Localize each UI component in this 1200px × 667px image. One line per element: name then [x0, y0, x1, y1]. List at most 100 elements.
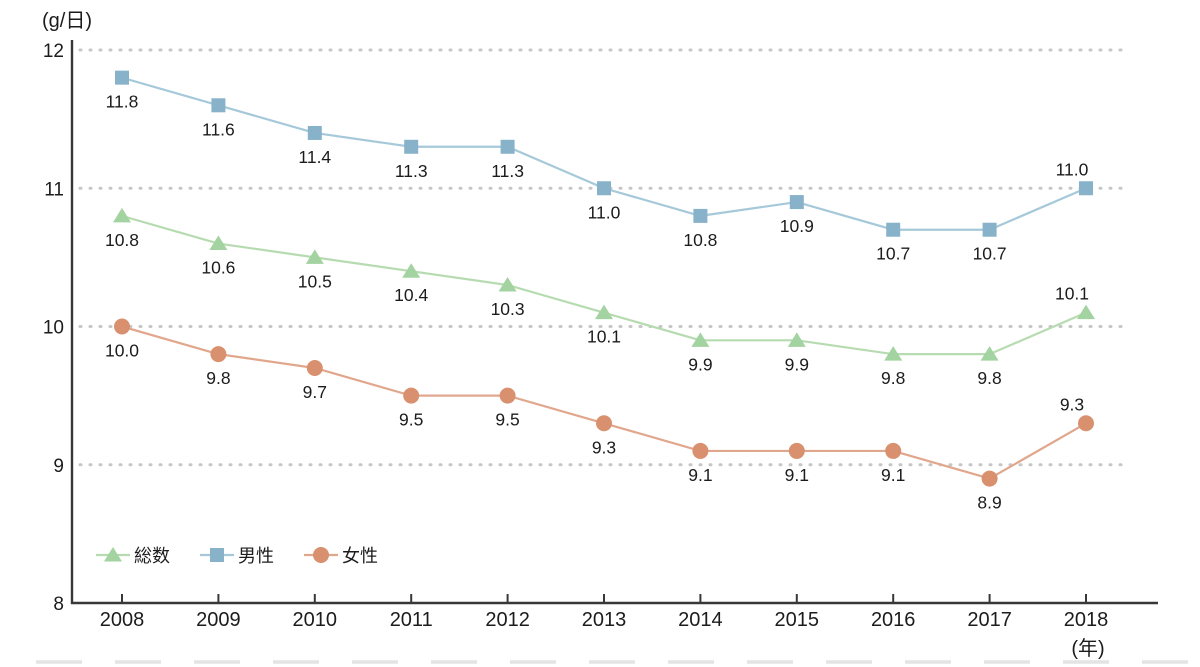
series-0-point-3-triangle-marker-icon: [402, 263, 421, 278]
value-label: 11.4: [298, 147, 331, 167]
x-tick-label-2010: 2010: [293, 609, 338, 631]
legend-1-square-marker-icon: [210, 548, 224, 562]
series-2-point-5-circle-marker-icon: [596, 415, 612, 432]
series-0-point-9-triangle-marker-icon: [980, 346, 999, 361]
series-0-point-8-triangle-marker-icon: [884, 346, 903, 361]
value-label: 10.3: [491, 299, 525, 319]
x-tick-label-2008: 2008: [100, 609, 145, 631]
series-2-point-9-circle-marker-icon: [981, 470, 998, 487]
series-1-point-1-square-marker-icon: [211, 98, 226, 113]
series-2-point-2-circle-marker-icon: [306, 359, 323, 376]
x-tick-label-2011: 2011: [390, 609, 433, 631]
value-label: 9.9: [785, 354, 809, 374]
gridlines-group: [36, 48, 1200, 664]
series-1-point-0-square-marker-icon: [115, 70, 129, 85]
legend-item-2: 女性: [304, 542, 378, 568]
series-1-point-2-square-marker-icon: [307, 125, 322, 140]
value-label: 11.3: [395, 161, 428, 181]
y-tick-label-12: 12: [43, 41, 64, 62]
series-0-point-1-triangle-marker-icon: [209, 235, 228, 251]
value-label: 10.0: [105, 341, 139, 361]
legend-item-1: 男性: [200, 542, 274, 568]
value-label: 9.1: [785, 465, 809, 485]
x-tick-label-2013: 2013: [582, 609, 627, 631]
y-tick-label-10: 10: [43, 318, 64, 339]
x-tick-label-2009: 2009: [196, 609, 241, 631]
legend-label-2: 女性: [342, 546, 378, 566]
series-2-point-7-circle-marker-icon: [788, 442, 805, 459]
value-label: 9.8: [206, 368, 230, 388]
value-label: 8.9: [977, 493, 1001, 513]
series-2-point-10-circle-marker-icon: [1078, 415, 1094, 432]
value-label: 10.1: [1055, 284, 1089, 304]
value-label: 10.7: [973, 244, 1007, 264]
legend-2-circle-marker-icon: [313, 547, 329, 563]
value-label: 10.9: [780, 216, 814, 236]
y-tick-label-9: 9: [53, 456, 64, 477]
series-0-point-10-triangle-marker-icon: [1077, 304, 1095, 320]
value-label: 9.8: [977, 368, 1001, 388]
value-label: 10.8: [105, 230, 139, 250]
series-0-point-5-triangle-marker-icon: [595, 304, 613, 320]
value-label: 11.3: [491, 161, 524, 181]
x-tick-label-2014: 2014: [678, 609, 723, 631]
series-1-point-4-square-marker-icon: [500, 139, 515, 154]
y-tick-label-11: 11: [44, 179, 64, 200]
value-label: 10.4: [394, 285, 428, 305]
y-axis-unit-label: (g/日): [42, 10, 92, 32]
value-label: 10.6: [201, 258, 235, 278]
legend: 総数 男性 女性: [96, 542, 378, 568]
x-tick-label-2015: 2015: [775, 609, 820, 631]
value-label: 9.3: [592, 437, 616, 457]
series-0-point-0-triangle-marker-icon: [113, 207, 131, 223]
series-0-point-2-triangle-marker-icon: [305, 249, 324, 264]
value-label: 11.0: [588, 202, 621, 222]
value-label: 9.1: [688, 465, 712, 485]
x-tick-label-2018: 2018: [1064, 609, 1109, 631]
series-2-point-8-circle-marker-icon: [885, 442, 902, 459]
series-0-point-6-triangle-marker-icon: [691, 332, 710, 347]
triangle-legend-marker-icon: [96, 547, 130, 562]
series-1-point-5-square-marker-icon: [597, 181, 611, 196]
value-label: 9.9: [688, 354, 712, 374]
x-axis-unit-label: (年): [1071, 637, 1104, 660]
axes-group: 8 9 10 11 12 2008 2009 2010 2011 2012 2013 2014 2015…: [43, 40, 1158, 631]
series-1-point-6-square-marker-icon: [693, 208, 708, 223]
square-legend-marker-icon: [200, 548, 234, 562]
value-labels-group: 10.8 10.6 10.5 10.4 10.3 10.1 9.9 9.9 9.8 9.8 10.1…: [105, 92, 1089, 513]
series-2-point-0-circle-marker-icon: [114, 318, 130, 335]
y-tick-label-8: 8: [53, 594, 64, 615]
value-label: 9.3: [1060, 394, 1084, 414]
value-label: 10.8: [683, 230, 717, 250]
value-label: 9.7: [303, 382, 327, 402]
series-1-point-9-square-marker-icon: [982, 222, 997, 237]
legend-label-1: 男性: [238, 546, 274, 566]
value-label: 9.5: [399, 410, 423, 430]
value-label: 10.7: [876, 244, 910, 264]
value-label: 11.8: [106, 92, 139, 112]
value-label: 9.5: [495, 410, 519, 430]
series-group: [113, 70, 1095, 487]
x-tick-label-2012: 2012: [485, 609, 530, 631]
circle-legend-marker-icon: [304, 547, 338, 563]
series-2-point-6-circle-marker-icon: [692, 442, 709, 459]
series-0-point-7-triangle-marker-icon: [787, 332, 806, 347]
series-1-point-10-square-marker-icon: [1079, 181, 1093, 196]
series-1-point-3-square-marker-icon: [404, 139, 419, 154]
value-label: 10.1: [587, 327, 621, 347]
legend-item-0: 総数: [96, 542, 170, 568]
series-1-point-7-square-marker-icon: [789, 195, 804, 210]
value-label: 10.5: [298, 271, 332, 291]
value-label: 11.0: [1056, 159, 1089, 179]
x-tick-label-2016: 2016: [871, 609, 916, 631]
value-label: 9.8: [881, 368, 905, 388]
series-1-point-8-square-marker-icon: [886, 222, 901, 237]
series-2-point-1-circle-marker-icon: [210, 346, 227, 363]
legend-0-triangle-marker-icon: [104, 547, 122, 562]
value-label: 9.1: [881, 465, 905, 485]
value-label: 11.6: [202, 119, 235, 139]
x-tick-label-2017: 2017: [967, 609, 1012, 631]
legend-label-0: 総数: [134, 546, 170, 566]
